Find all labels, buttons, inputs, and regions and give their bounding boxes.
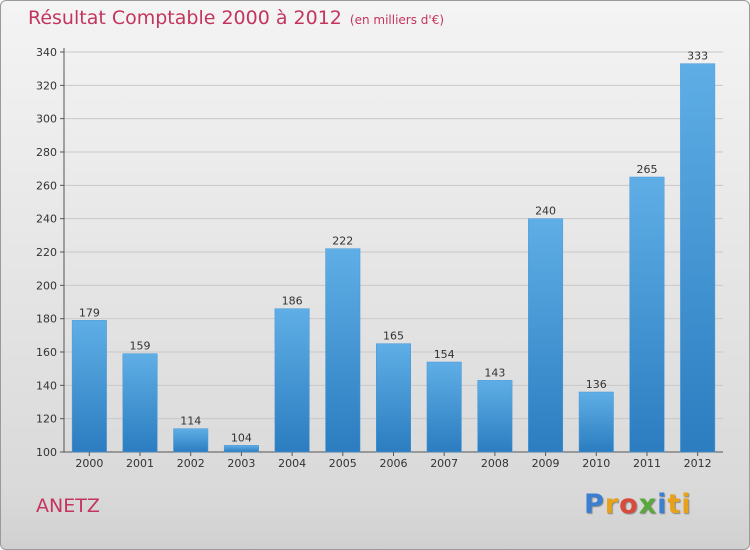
logo-letter: x bbox=[638, 489, 658, 520]
x-tick-label: 2011 bbox=[633, 457, 661, 470]
x-tick-label: 2000 bbox=[75, 457, 103, 470]
bar bbox=[528, 218, 564, 453]
y-tick-label: 300 bbox=[36, 113, 57, 126]
y-tick-label: 200 bbox=[36, 279, 57, 292]
bar-value-label: 265 bbox=[636, 163, 657, 176]
y-tick-label: 140 bbox=[36, 379, 57, 392]
bar-value-label: 143 bbox=[484, 366, 505, 379]
logo-letter: r bbox=[604, 489, 620, 520]
x-tick-label: 2004 bbox=[278, 457, 306, 470]
bar-value-label: 165 bbox=[383, 330, 404, 343]
bar bbox=[578, 391, 614, 453]
chart-subtitle: (en milliers d'€) bbox=[349, 13, 445, 27]
x-tick-label: 2009 bbox=[532, 457, 560, 470]
bar bbox=[680, 63, 716, 453]
bar-value-label: 186 bbox=[282, 295, 303, 308]
x-tick-label: 2008 bbox=[481, 457, 509, 470]
x-tick-label: 2001 bbox=[126, 457, 154, 470]
logo-letter: ti bbox=[667, 489, 692, 520]
x-tick-label: 2002 bbox=[177, 457, 205, 470]
chart-title: Résultat Comptable 2000 à 2012 (en millie… bbox=[28, 7, 444, 29]
y-tick-label: 220 bbox=[36, 246, 57, 259]
bar-value-label: 222 bbox=[332, 235, 353, 248]
bars bbox=[71, 63, 716, 453]
x-tick-label: 2006 bbox=[380, 457, 408, 470]
y-tick-label: 320 bbox=[36, 79, 57, 92]
bar-value-label: 154 bbox=[434, 348, 455, 361]
y-tick-label: 260 bbox=[36, 179, 57, 192]
x-tick-label: 2003 bbox=[227, 457, 255, 470]
bar-value-label: 333 bbox=[687, 50, 708, 63]
bar-value-label: 240 bbox=[535, 205, 556, 218]
bar bbox=[325, 248, 361, 453]
y-tick-label: 180 bbox=[36, 313, 57, 326]
proxiti-logo: Proxiti bbox=[584, 489, 692, 520]
bar bbox=[376, 343, 411, 453]
bar-value-label: 179 bbox=[79, 306, 100, 319]
bar bbox=[122, 353, 158, 453]
bar bbox=[173, 428, 209, 453]
y-tick-label: 120 bbox=[36, 413, 57, 426]
logo-letter: o bbox=[619, 489, 639, 520]
logo-letter: i bbox=[657, 489, 668, 520]
bar-value-label: 104 bbox=[231, 431, 252, 444]
y-tick-label: 160 bbox=[36, 346, 57, 359]
y-tick-label: 100 bbox=[36, 446, 57, 459]
y-tick-label: 340 bbox=[36, 46, 57, 59]
logo-letter: P bbox=[584, 489, 605, 520]
bar-value-label: 136 bbox=[586, 378, 607, 391]
bar bbox=[629, 176, 665, 453]
bar bbox=[274, 308, 310, 453]
chart-title-text: Résultat Comptable 2000 à 2012 bbox=[28, 7, 342, 29]
x-tick-label: 2012 bbox=[684, 457, 712, 470]
bar bbox=[477, 380, 513, 453]
x-tick-label: 2010 bbox=[582, 457, 610, 470]
bar-value-label: 114 bbox=[180, 415, 201, 428]
bar-value-label: 159 bbox=[130, 340, 151, 353]
labels: 100 120 140 160 180 200 220 240 260 280 300 320 340 1… bbox=[36, 46, 712, 470]
x-tick-label: 2005 bbox=[329, 457, 357, 470]
y-tick-label: 240 bbox=[36, 213, 57, 226]
place-name: ANETZ bbox=[36, 495, 100, 517]
bar bbox=[223, 445, 259, 453]
bar bbox=[71, 320, 107, 453]
x-tick-label: 2007 bbox=[430, 457, 458, 470]
bar bbox=[426, 361, 462, 453]
y-tick-label: 280 bbox=[36, 146, 57, 159]
grid-lines bbox=[64, 51, 723, 420]
